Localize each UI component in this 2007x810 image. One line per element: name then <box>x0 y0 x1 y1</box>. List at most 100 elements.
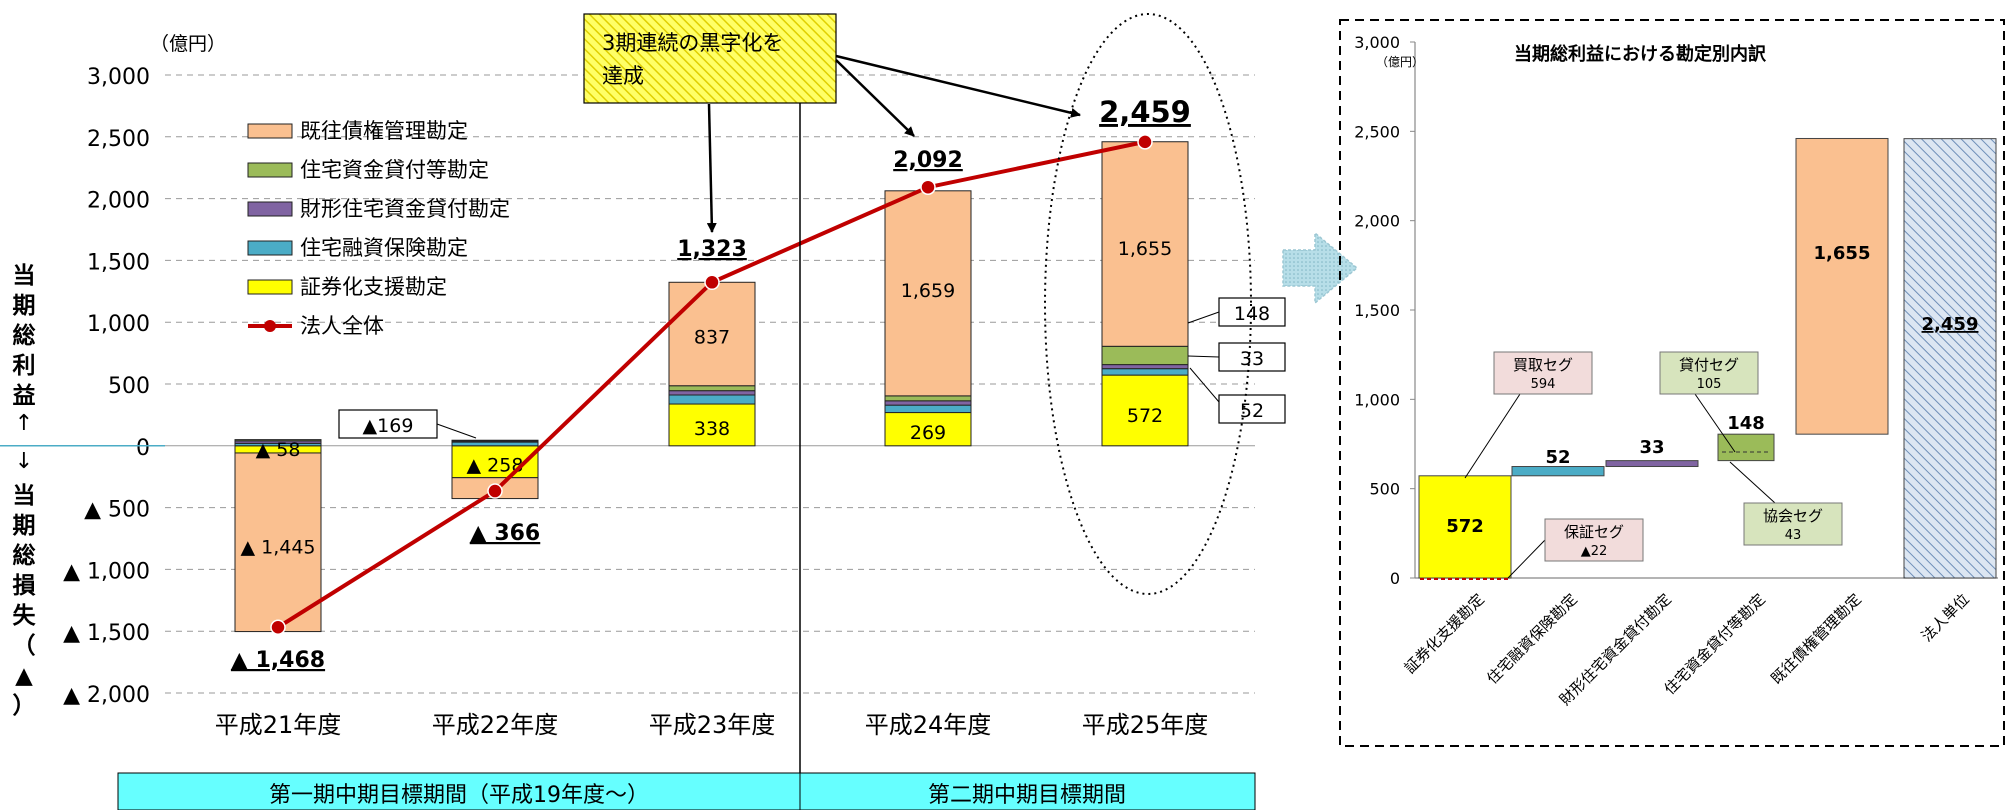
period-label: 第一期中期目標期間（平成19年度～） <box>269 783 649 808</box>
note-text-line2: 達成 <box>602 64 644 88</box>
note-box <box>583 13 837 104</box>
note-text-line1: 3期連続の黒字化を <box>602 31 783 55</box>
bar-value-label: 338 <box>694 418 730 440</box>
waterfall-value-label: 1,655 <box>1814 243 1871 264</box>
x-category-label: 平成21年度 <box>215 711 342 739</box>
waterfall-value-label: 2,459 <box>1922 314 1979 335</box>
callout-box <box>1218 394 1286 424</box>
segment-value: 594 <box>1531 377 1556 392</box>
y-axis-label-loss: 損 <box>13 573 36 599</box>
bar-segment <box>668 385 756 392</box>
callout-box <box>338 409 438 439</box>
segment-leader <box>1694 393 1736 453</box>
total-line-point <box>270 619 286 635</box>
y-tick-label: ▲ 500 <box>84 498 150 523</box>
segment-box <box>1659 351 1759 395</box>
bar-segment <box>451 439 539 442</box>
y-tick-label: ▲ 2,000 <box>63 683 150 708</box>
waterfall-value-label: 572 <box>1446 516 1484 537</box>
period-band-2 <box>799 772 1256 810</box>
total-value-label: 2,459 <box>1099 95 1191 129</box>
breakdown-y-tick-label: 0 <box>1390 569 1400 588</box>
y-axis-label-loss: （ <box>13 632 36 659</box>
bar-segment <box>884 404 972 414</box>
breakdown-y-tick-label: 1,000 <box>1354 390 1400 409</box>
y-axis-arrow-up: ↑ <box>15 411 33 436</box>
x-category-label: 平成23年度 <box>649 711 776 739</box>
total-value-label: 1,323 <box>677 237 747 262</box>
waterfall-bar <box>1717 433 1775 462</box>
breakdown-title: 当期総利益における勘定別内訳 <box>1514 43 1767 65</box>
bar-value-label: ▲ 258 <box>467 454 524 476</box>
total-line-point <box>920 179 936 195</box>
y-axis-label-loss: 期 <box>13 513 36 539</box>
x-category-label: 平成24年度 <box>865 711 992 739</box>
x-category-label: 平成22年度 <box>432 711 559 739</box>
callout-leader <box>1187 311 1220 324</box>
bar-value-label: 1,659 <box>901 280 955 302</box>
segment-title: 貸付セグ <box>1679 356 1739 374</box>
bar-segment <box>1101 141 1189 347</box>
legend-label: 証券化支援勘定 <box>300 275 447 299</box>
legend-swatch <box>247 240 293 256</box>
waterfall-value-label: 33 <box>1639 437 1664 458</box>
segment-leader <box>1729 461 1776 504</box>
y-axis-label-loss: ） <box>13 692 36 719</box>
waterfall-bar <box>1418 475 1512 579</box>
y-axis-arrow-down: ↓ <box>15 449 33 474</box>
legend-line-marker <box>264 320 276 332</box>
breakdown-category-label: 住宅融資保険勘定 <box>1483 590 1581 688</box>
bar-value-label: 1,655 <box>1118 238 1172 260</box>
callout-value: ▲169 <box>363 415 414 437</box>
callout-value: 52 <box>1240 400 1264 422</box>
bar-value-label: ▲ 58 <box>256 439 301 461</box>
bar-value-label: 269 <box>910 422 946 444</box>
legend-swatch <box>247 162 293 178</box>
y-tick-label: 3,000 <box>87 65 150 90</box>
total-value-label: ▲ 1,468 <box>231 648 325 673</box>
breakdown-category-label: 住宅資金貸付等勘定 <box>1661 590 1769 698</box>
bar-segment <box>234 439 322 442</box>
breakdown-unit-label: （億円） <box>1376 55 1424 69</box>
y-axis-label-profit: 利 <box>13 353 36 379</box>
waterfall-value-label: 52 <box>1545 447 1570 468</box>
y-tick-label: 1,000 <box>87 312 150 337</box>
bar-segment <box>451 441 539 447</box>
bar-segment <box>884 190 972 397</box>
y-tick-label: ▲ 1,500 <box>63 621 150 646</box>
breakdown-category-label: 証券化支援勘定 <box>1401 590 1488 677</box>
bar-segment <box>884 412 972 447</box>
segment-box <box>1743 502 1843 546</box>
segment-value: ▲22 <box>1581 544 1608 559</box>
breakdown-category-label: 既往債権管理勘定 <box>1767 590 1865 688</box>
segment-title: 保証セグ <box>1564 523 1624 541</box>
total-line-point <box>704 274 720 291</box>
total-line-point <box>487 483 503 499</box>
waterfall-bar <box>1903 138 1997 579</box>
bar-segment <box>1101 364 1189 370</box>
breakdown-y-tick-label: 2,500 <box>1354 122 1400 141</box>
legend-label: 住宅融資保険勘定 <box>300 236 468 260</box>
bar-value-label: 572 <box>1127 405 1163 427</box>
y-axis-label-profit: 期 <box>13 293 36 319</box>
bar-segment <box>668 281 756 387</box>
callout-value: 33 <box>1240 348 1264 370</box>
legend-swatch <box>247 279 293 295</box>
y-tick-label: 2,000 <box>87 189 150 214</box>
bar-segment <box>668 394 756 405</box>
transition-arrow <box>1282 231 1359 305</box>
bar-segment <box>1101 345 1189 366</box>
y-axis-label-profit: 益 <box>13 382 36 409</box>
y-axis-label-loss: ▲ <box>15 663 33 689</box>
unit-label: （億円） <box>150 33 226 55</box>
callout-value: 148 <box>1234 303 1270 325</box>
segment-box <box>1493 351 1593 395</box>
legend-label: 法人全体 <box>300 314 384 338</box>
highlight-ellipse <box>1044 13 1252 595</box>
bar-segment <box>1101 374 1189 447</box>
legend-label: 財形住宅資金貸付勘定 <box>300 197 510 221</box>
callout-leader <box>436 423 477 439</box>
segment-value: 43 <box>1785 528 1802 543</box>
legend-swatch <box>247 123 293 139</box>
